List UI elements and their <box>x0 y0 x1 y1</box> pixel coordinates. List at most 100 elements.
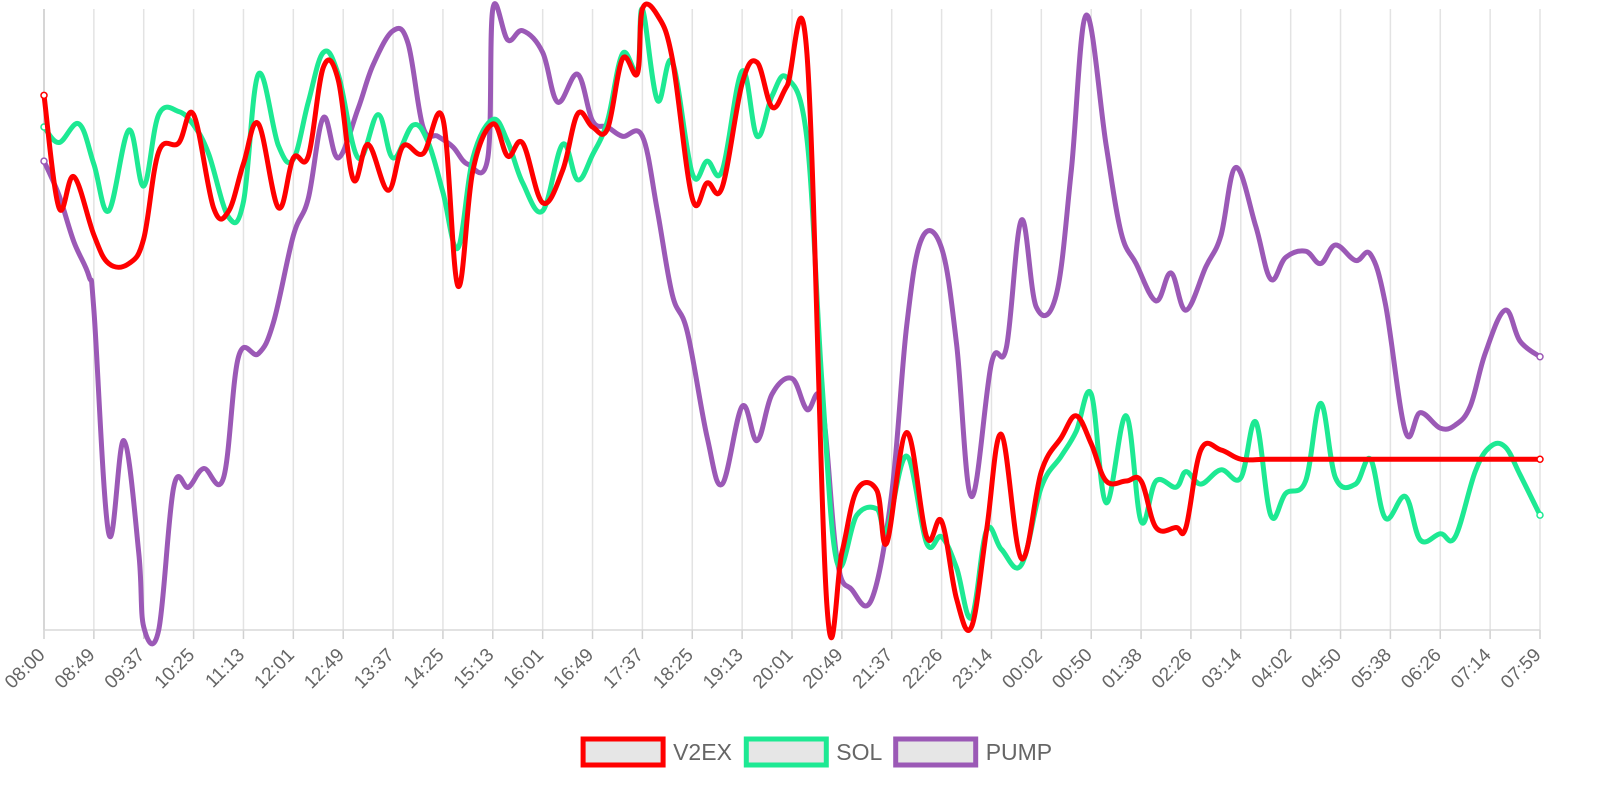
data-point <box>1074 414 1078 418</box>
data-point <box>1438 426 1442 430</box>
data-point <box>157 112 161 117</box>
data-point <box>1139 479 1143 483</box>
data-point <box>1536 353 1544 361</box>
data-point <box>1503 445 1507 449</box>
data-point <box>142 625 146 629</box>
x-tick-label: 17:37 <box>599 645 647 693</box>
data-point <box>1154 479 1158 483</box>
data-point <box>984 529 989 533</box>
data-point <box>905 454 909 458</box>
data-point <box>356 106 360 110</box>
data-point <box>954 597 959 601</box>
legend-label: PUMP <box>986 739 1052 765</box>
data-point <box>575 72 580 76</box>
data-point <box>620 134 625 138</box>
data-point <box>192 112 196 117</box>
data-point <box>1199 448 1203 452</box>
data-point <box>57 206 61 210</box>
data-point <box>1413 457 1417 461</box>
data-point <box>466 162 470 166</box>
data-point <box>1513 457 1517 461</box>
data-point <box>1284 491 1288 495</box>
data-point <box>1019 556 1023 561</box>
data-point <box>107 262 111 266</box>
data-point <box>221 476 226 480</box>
data-point <box>1388 457 1392 461</box>
legend-item-sol[interactable]: SOL <box>743 736 883 768</box>
data-point <box>321 65 325 69</box>
data-point <box>107 209 111 213</box>
data-point <box>406 41 410 45</box>
data-point <box>87 274 91 278</box>
data-point <box>875 488 879 492</box>
data-point <box>740 404 744 409</box>
data-point <box>157 628 161 632</box>
data-point <box>436 134 440 138</box>
x-tick-label: 12:49 <box>300 645 348 693</box>
data-point <box>1124 414 1128 418</box>
x-tick-label: 23:14 <box>949 644 998 693</box>
data-point <box>556 100 560 104</box>
data-point <box>276 144 280 148</box>
data-point <box>201 466 206 471</box>
data-point <box>1219 468 1223 472</box>
data-point <box>1438 457 1442 461</box>
legend-item-v2ex[interactable]: V2EX <box>580 736 732 768</box>
data-point <box>790 376 794 381</box>
data-point <box>705 159 709 163</box>
data-point <box>1019 563 1023 567</box>
x-tick-label: 12:01 <box>250 645 298 693</box>
data-point <box>241 199 246 204</box>
data-point <box>1039 470 1043 474</box>
data-point <box>1089 392 1093 396</box>
data-point <box>1204 265 1208 269</box>
data-point <box>72 240 76 244</box>
data-point <box>226 209 231 214</box>
data-point <box>875 507 879 511</box>
x-tick-label: 15:13 <box>450 645 498 693</box>
data-point <box>1473 470 1477 474</box>
legend-swatch <box>893 736 979 768</box>
data-point <box>590 153 595 157</box>
data-point <box>541 209 545 213</box>
data-point <box>451 145 455 149</box>
data-point <box>1059 454 1063 458</box>
data-point <box>940 246 944 250</box>
data-point <box>1353 258 1358 263</box>
data-point <box>1383 516 1388 520</box>
data-point <box>1054 293 1058 297</box>
data-point <box>456 246 460 250</box>
data-point <box>1269 513 1273 517</box>
data-point <box>142 237 146 241</box>
data-point <box>1074 429 1078 433</box>
data-point <box>92 162 96 166</box>
data-point <box>770 392 774 396</box>
x-tick-label: 16:49 <box>550 645 598 693</box>
data-point <box>770 105 774 109</box>
data-point <box>306 154 310 158</box>
x-tick-label: 05:38 <box>1347 645 1395 693</box>
legend-label: SOL <box>836 739 882 765</box>
data-point <box>1284 255 1288 259</box>
data-point <box>920 237 924 241</box>
data-point <box>855 513 859 517</box>
data-point <box>1403 494 1407 499</box>
data-point <box>885 541 889 545</box>
data-point <box>1154 299 1158 303</box>
data-point <box>1453 423 1457 427</box>
data-point <box>1403 429 1407 433</box>
data-point <box>1254 224 1258 228</box>
data-point <box>1089 442 1093 446</box>
data-point <box>755 134 759 138</box>
data-point <box>590 119 595 123</box>
data-point <box>705 435 709 440</box>
x-tick-label: 11:13 <box>202 645 249 692</box>
data-point <box>835 560 839 564</box>
x-tick-label: 06:26 <box>1397 645 1445 693</box>
x-tick-label: 19:13 <box>699 645 747 693</box>
data-point <box>40 157 48 165</box>
data-point <box>1333 243 1338 247</box>
data-point <box>1219 234 1223 238</box>
legend-item-pump[interactable]: PUMP <box>893 736 1052 768</box>
data-point <box>561 142 565 146</box>
